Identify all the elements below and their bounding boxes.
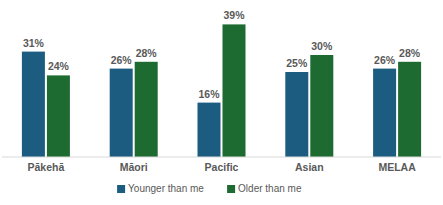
legend-label: Older than me — [238, 183, 302, 194]
data-label: 31% — [23, 37, 45, 49]
bars — [22, 24, 421, 157]
bar — [135, 62, 158, 157]
data-label: 28% — [136, 47, 158, 59]
data-label: 24% — [48, 60, 70, 72]
chart: 31%24%26%28%16%39%25%30%26%28%PākehāMāor… — [0, 0, 443, 205]
data-label: 28% — [399, 47, 421, 59]
category-label: Asian — [295, 161, 324, 173]
legend-label: Younger than me — [128, 183, 204, 194]
bar — [223, 24, 246, 157]
category-label: Māori — [120, 161, 148, 173]
legend-swatch — [227, 185, 235, 193]
bar — [47, 75, 70, 157]
bar — [398, 62, 421, 157]
data-label: 26% — [374, 54, 396, 66]
category-label: Pākehā — [28, 161, 65, 173]
bar — [198, 103, 221, 157]
bar — [310, 55, 333, 157]
legend-swatch — [117, 185, 125, 193]
data-label: 30% — [311, 40, 333, 52]
bar — [22, 52, 45, 157]
bar — [285, 72, 308, 157]
legend: Younger than me Older than me — [117, 183, 302, 194]
data-label: 26% — [111, 54, 133, 66]
data-labels: 31%24%26%28%16%39%25%30%26%28% — [23, 9, 421, 99]
data-label: 39% — [223, 9, 245, 21]
category-label: MELAA — [378, 161, 416, 173]
category-label: Pacific — [205, 161, 239, 173]
baseline — [2, 157, 441, 158]
data-label: 25% — [286, 57, 308, 69]
bar — [373, 69, 396, 157]
data-label: 16% — [198, 88, 220, 100]
bar — [110, 69, 133, 157]
